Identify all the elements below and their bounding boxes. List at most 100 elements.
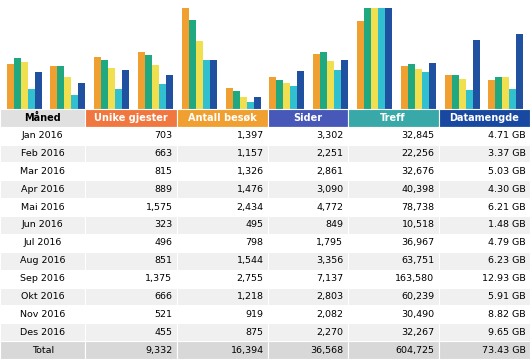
Text: 40,398: 40,398: [401, 185, 435, 194]
Bar: [452, 75, 458, 109]
Bar: [108, 69, 115, 109]
Bar: [226, 88, 233, 109]
Bar: [6, 64, 14, 109]
FancyBboxPatch shape: [0, 109, 85, 127]
Bar: [378, 8, 385, 109]
FancyBboxPatch shape: [439, 180, 530, 198]
Text: 521: 521: [154, 310, 172, 319]
Text: 849: 849: [325, 220, 343, 229]
Bar: [488, 80, 496, 109]
Text: 8.82 GB: 8.82 GB: [488, 310, 526, 319]
Text: 1.48 GB: 1.48 GB: [488, 220, 526, 229]
Bar: [385, 8, 392, 109]
FancyBboxPatch shape: [0, 198, 85, 216]
Bar: [371, 8, 378, 109]
Text: 1,795: 1,795: [316, 238, 343, 247]
FancyBboxPatch shape: [85, 216, 176, 234]
Text: 6.21 GB: 6.21 GB: [488, 202, 526, 211]
FancyBboxPatch shape: [85, 127, 176, 145]
Bar: [115, 89, 122, 109]
Bar: [50, 66, 57, 109]
Text: 32,845: 32,845: [401, 131, 435, 140]
Text: 2016: 2016: [13, 134, 36, 143]
FancyBboxPatch shape: [0, 127, 85, 145]
FancyBboxPatch shape: [0, 270, 85, 288]
FancyBboxPatch shape: [268, 145, 348, 162]
Bar: [72, 95, 78, 109]
Text: 5.03 GB: 5.03 GB: [488, 167, 526, 176]
FancyBboxPatch shape: [268, 162, 348, 180]
FancyBboxPatch shape: [439, 288, 530, 306]
FancyBboxPatch shape: [348, 323, 439, 341]
FancyBboxPatch shape: [176, 109, 268, 127]
Bar: [28, 89, 34, 109]
Text: Jan: Jan: [17, 119, 31, 128]
FancyBboxPatch shape: [85, 162, 176, 180]
Bar: [415, 69, 422, 109]
Text: 1,397: 1,397: [236, 131, 263, 140]
Text: Okt 2016: Okt 2016: [21, 292, 65, 301]
Text: Apr 2016: Apr 2016: [21, 185, 65, 194]
FancyBboxPatch shape: [268, 127, 348, 145]
FancyBboxPatch shape: [268, 341, 348, 359]
Bar: [297, 71, 304, 109]
Text: 32,676: 32,676: [401, 167, 435, 176]
FancyBboxPatch shape: [176, 288, 268, 306]
FancyBboxPatch shape: [0, 162, 85, 180]
FancyBboxPatch shape: [0, 252, 85, 270]
Text: 2016: 2016: [232, 134, 254, 143]
Text: 3,356: 3,356: [316, 256, 343, 265]
Bar: [327, 61, 334, 109]
Bar: [21, 62, 28, 109]
Text: 2016: 2016: [100, 134, 123, 143]
Text: Aug 2016: Aug 2016: [20, 256, 66, 265]
FancyBboxPatch shape: [85, 288, 176, 306]
FancyBboxPatch shape: [439, 127, 530, 145]
FancyBboxPatch shape: [85, 270, 176, 288]
Text: 2,861: 2,861: [316, 167, 343, 176]
Bar: [78, 83, 85, 109]
Text: Mar 2016: Mar 2016: [20, 167, 65, 176]
FancyBboxPatch shape: [439, 252, 530, 270]
Text: Jun 2016: Jun 2016: [22, 220, 64, 229]
Bar: [458, 79, 466, 109]
FancyBboxPatch shape: [439, 109, 530, 127]
Bar: [182, 8, 189, 109]
Bar: [101, 60, 108, 109]
Text: Feb 2016: Feb 2016: [21, 149, 65, 158]
FancyBboxPatch shape: [439, 270, 530, 288]
Text: Datamengde: Datamengde: [449, 113, 519, 123]
FancyBboxPatch shape: [0, 341, 85, 359]
FancyBboxPatch shape: [348, 288, 439, 306]
Text: 851: 851: [154, 256, 172, 265]
FancyBboxPatch shape: [268, 252, 348, 270]
FancyBboxPatch shape: [268, 109, 348, 127]
Text: 16,394: 16,394: [231, 346, 263, 355]
Bar: [166, 75, 173, 109]
Text: Feb: Feb: [60, 119, 76, 128]
FancyBboxPatch shape: [268, 180, 348, 198]
FancyBboxPatch shape: [348, 306, 439, 323]
Text: 2,082: 2,082: [316, 310, 343, 319]
Text: 2016: 2016: [188, 134, 211, 143]
FancyBboxPatch shape: [348, 234, 439, 252]
Text: Unike gjester: Unike gjester: [94, 113, 168, 123]
Bar: [159, 84, 166, 109]
Text: Jun: Jun: [236, 119, 250, 128]
FancyBboxPatch shape: [85, 109, 176, 127]
Bar: [364, 8, 371, 109]
Text: 4,772: 4,772: [316, 202, 343, 211]
FancyBboxPatch shape: [348, 252, 439, 270]
FancyBboxPatch shape: [439, 341, 530, 359]
Text: Mai 2016: Mai 2016: [21, 202, 65, 211]
FancyBboxPatch shape: [176, 234, 268, 252]
Text: 2016: 2016: [319, 134, 342, 143]
Text: 663: 663: [154, 149, 172, 158]
Text: 1,218: 1,218: [237, 292, 263, 301]
Bar: [57, 66, 64, 109]
Bar: [254, 97, 261, 109]
FancyBboxPatch shape: [268, 323, 348, 341]
Bar: [64, 77, 72, 109]
Bar: [357, 21, 364, 109]
Bar: [445, 75, 452, 109]
